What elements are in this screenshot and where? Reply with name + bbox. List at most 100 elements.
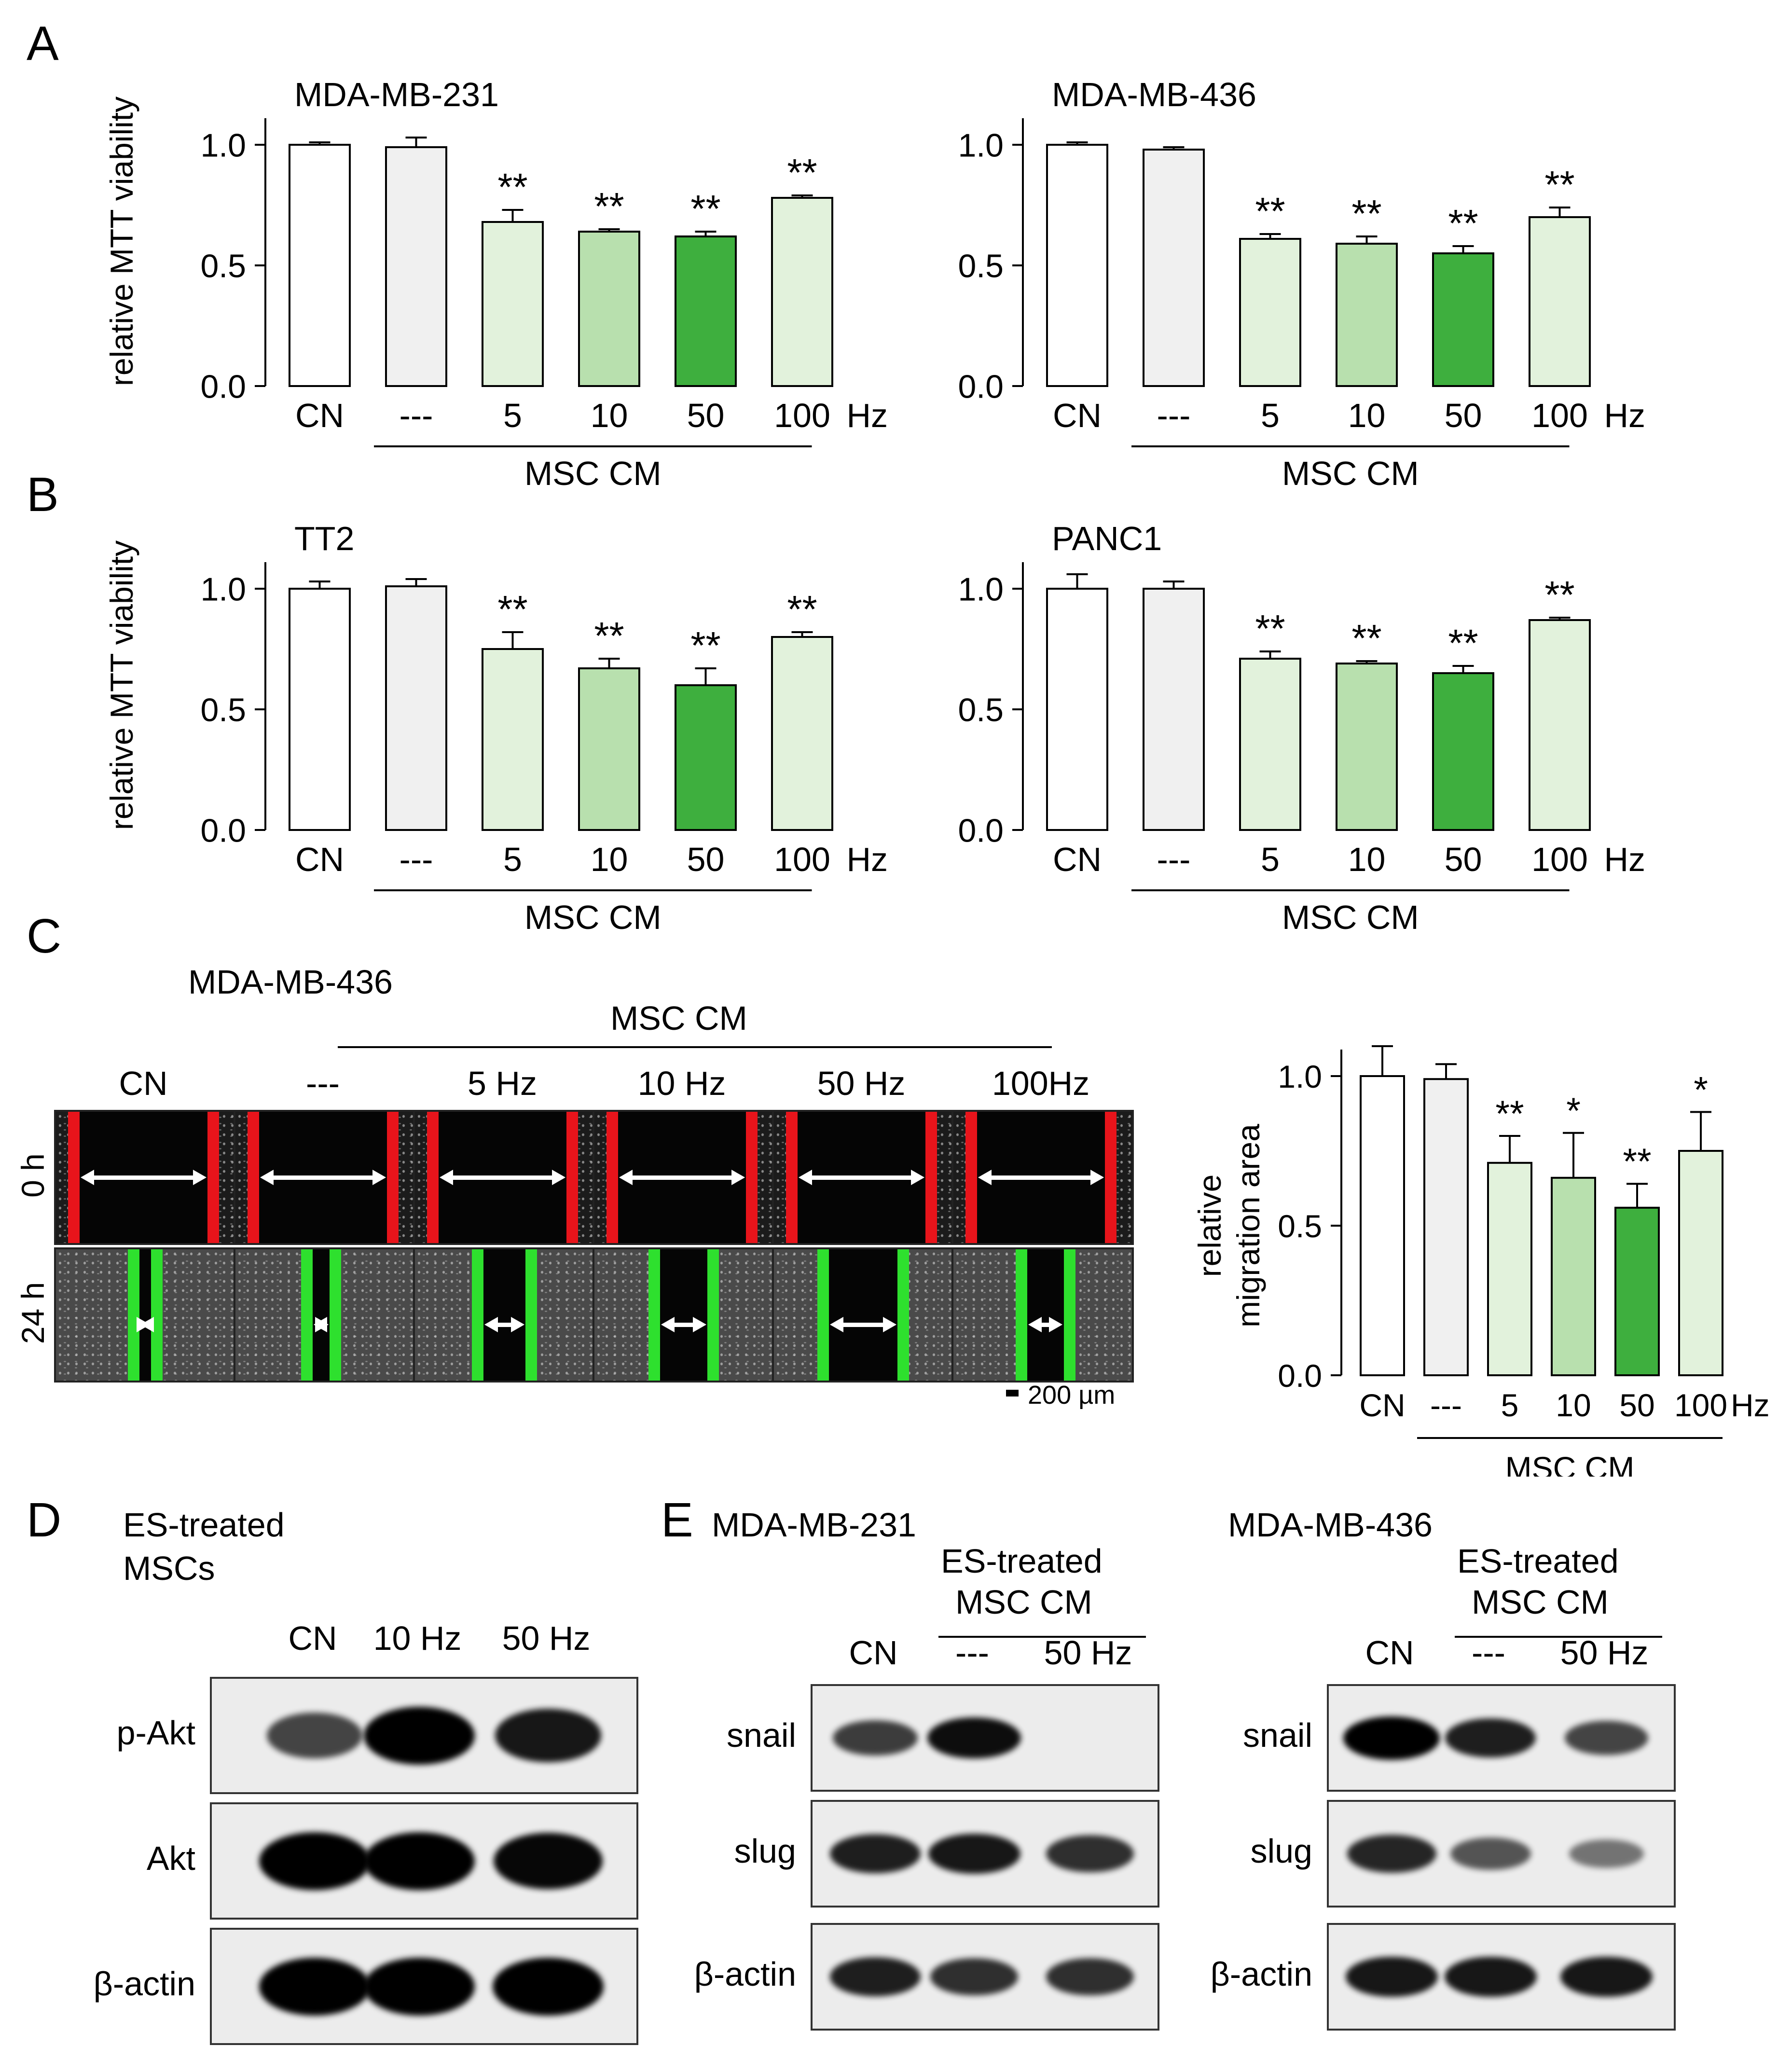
protein-label: Akt xyxy=(146,1839,195,1877)
protein-band xyxy=(1450,1837,1531,1870)
blot-strip xyxy=(210,1928,638,2045)
wound-edge-green xyxy=(707,1249,719,1381)
blot-header-2: MSC CM xyxy=(1472,1583,1609,1621)
wound-edge-green xyxy=(471,1249,483,1381)
lane-label: CN xyxy=(849,1634,898,1672)
blot-strip xyxy=(1327,1800,1676,1908)
panel-label-b: B xyxy=(27,468,59,522)
y-tick-label: 0.5 xyxy=(200,691,246,728)
group-label: MSC CM xyxy=(524,455,662,492)
bar xyxy=(1046,588,1108,831)
y-axis-label: relative MTT viability xyxy=(104,97,139,386)
significance-marker: ** xyxy=(1544,163,1574,206)
protein-label: β-actin xyxy=(1210,1955,1312,1993)
blot-strip xyxy=(210,1677,638,1794)
bar xyxy=(578,231,640,387)
x-tick-label: 5 xyxy=(503,841,522,878)
blot-strip xyxy=(811,1800,1159,1908)
wound-edge-green xyxy=(525,1249,537,1381)
protein-label: β-actin xyxy=(93,1964,195,2003)
y-tick-label: 1.0 xyxy=(1278,1059,1322,1094)
protein-band xyxy=(930,1958,1018,1996)
bar xyxy=(771,197,833,387)
condition-label: 10 Hz xyxy=(637,1065,726,1102)
wound-edge-green xyxy=(897,1249,910,1381)
significance-marker: ** xyxy=(690,624,720,667)
protein-band xyxy=(493,1832,603,1890)
protein-label: slug xyxy=(1250,1832,1312,1870)
bar xyxy=(482,221,544,387)
scratch-image-24h xyxy=(234,1247,416,1383)
wound-edge-red xyxy=(1104,1112,1117,1243)
blot-header-line xyxy=(938,1636,1146,1638)
x-tick-label: 5 xyxy=(1501,1387,1519,1423)
x-tick-label: --- xyxy=(1157,841,1191,878)
wound-edge-red xyxy=(786,1112,798,1243)
panel-label-e: E xyxy=(661,1493,693,1547)
bar xyxy=(1143,149,1205,387)
blot-header-1: ES-treated xyxy=(941,1542,1103,1580)
wound-edge-green xyxy=(1015,1249,1027,1381)
protein-label: p-Akt xyxy=(116,1714,195,1752)
chart-a-left: 0.0 0.5 1.0 relative MTT viability MDA-MB-23… xyxy=(104,76,888,492)
protein-band xyxy=(259,1957,370,2016)
bar xyxy=(675,235,737,387)
y-tick-label: 1.0 xyxy=(958,571,1004,608)
bar xyxy=(289,588,351,831)
blot-strip xyxy=(1327,1923,1676,2031)
x-tick-label: 100 xyxy=(1674,1387,1727,1423)
time-point-label: 0 h xyxy=(15,1153,51,1198)
chart-b-left: 0.0 0.5 1.0 relative MTT viability TT2 CN --- *… xyxy=(104,520,888,936)
protein-band xyxy=(1046,1958,1134,1996)
time-point-label: 24 h xyxy=(15,1282,51,1344)
protein-band xyxy=(493,1957,604,2016)
x-unit-label: Hz xyxy=(1604,841,1646,878)
significance-marker: ** xyxy=(1351,617,1381,660)
protein-band xyxy=(1564,1720,1648,1756)
panel-label-c: C xyxy=(27,909,62,963)
protein-band xyxy=(364,1706,475,1765)
x-tick-label: 50 xyxy=(1619,1387,1654,1423)
protein-band xyxy=(1046,1835,1134,1873)
bar xyxy=(771,636,833,831)
y-tick-label: 1.0 xyxy=(200,127,246,164)
significance-marker: ** xyxy=(1351,192,1381,235)
bar xyxy=(1614,1206,1660,1376)
y-tick-label: 1.0 xyxy=(958,127,1004,164)
blot-header-line xyxy=(1455,1636,1662,1638)
blot-strip xyxy=(811,1923,1159,2031)
protein-band xyxy=(259,1832,370,1890)
bar xyxy=(1432,672,1494,831)
scratch-image-0h xyxy=(54,1110,236,1245)
x-tick-label: 10 xyxy=(591,397,628,434)
y-tick-label: 1.0 xyxy=(200,571,246,608)
bar xyxy=(1360,1075,1405,1376)
blot-header-1: ES-treated xyxy=(1457,1542,1619,1580)
y-tick-label: 0.5 xyxy=(200,248,246,284)
protein-band xyxy=(495,1708,601,1763)
bar xyxy=(1336,243,1398,387)
bar xyxy=(1239,238,1301,387)
protein-band xyxy=(1347,1834,1436,1873)
bar xyxy=(1423,1078,1469,1376)
x-tick-label: 100 xyxy=(774,841,830,878)
x-unit-label: Hz xyxy=(1731,1387,1770,1423)
x-tick-label: 10 xyxy=(591,841,628,878)
lane-label: 10 Hz xyxy=(373,1619,462,1657)
y-axis-label: relative MTT viability xyxy=(104,540,139,830)
wound-edge-green xyxy=(127,1249,139,1381)
x-tick-label: 50 xyxy=(1445,397,1482,434)
protein-band xyxy=(830,1957,921,1997)
significance-marker: ** xyxy=(497,588,527,631)
x-tick-label: --- xyxy=(1430,1387,1462,1423)
scratch-image-0h xyxy=(772,1110,954,1245)
lane-label: 50 Hz xyxy=(502,1619,591,1657)
bar xyxy=(1551,1176,1596,1376)
panel-label-a: A xyxy=(27,16,59,70)
x-unit-label: Hz xyxy=(847,397,888,434)
panel-d-title-1: ES-treated xyxy=(123,1506,285,1544)
x-tick-label: --- xyxy=(1157,397,1191,434)
condition-label: 100Hz xyxy=(992,1065,1090,1102)
group-label: MSC CM xyxy=(524,899,662,936)
